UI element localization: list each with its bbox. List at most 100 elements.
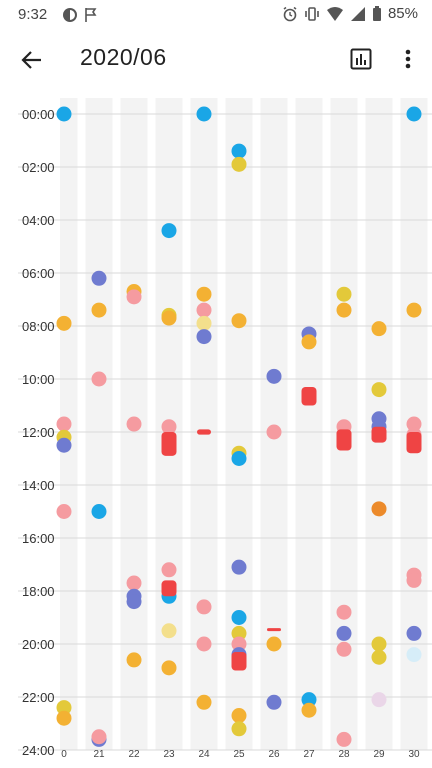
data-point[interactable]: [126, 575, 142, 591]
data-point[interactable]: [266, 368, 282, 384]
data-point[interactable]: [196, 636, 212, 652]
data-point[interactable]: [336, 286, 352, 302]
data-point[interactable]: [336, 302, 352, 318]
data-point[interactable]: [371, 636, 387, 652]
data-point[interactable]: [301, 334, 317, 350]
data-point[interactable]: [126, 594, 142, 610]
data-point[interactable]: [231, 451, 247, 466]
data-bar[interactable]: [406, 432, 422, 454]
data-point[interactable]: [126, 416, 142, 432]
data-point[interactable]: [196, 329, 212, 345]
sleep-timeline-chart[interactable]: 00:00 02:00 04:00 06:00 08:00 10:00 12:00 14:00…: [0, 98, 432, 768]
data-bar[interactable]: [161, 580, 177, 597]
data-point[interactable]: [196, 694, 212, 710]
battery-percent: 85%: [387, 5, 418, 22]
data-point[interactable]: [91, 729, 107, 745]
status-left-icons: [62, 7, 98, 23]
data-point[interactable]: [56, 710, 72, 726]
page-title: 2020/06: [80, 44, 167, 70]
signal-icon: [350, 6, 365, 21]
data-point[interactable]: [196, 599, 212, 615]
x-tick-label: 27: [303, 749, 315, 760]
data-point[interactable]: [406, 106, 422, 122]
data-point[interactable]: [161, 660, 177, 676]
data-point[interactable]: [336, 731, 352, 747]
data-point[interactable]: [406, 572, 422, 588]
data-point[interactable]: [231, 313, 247, 329]
circle-badge-icon: [63, 8, 77, 22]
data-bar[interactable]: [267, 628, 281, 632]
data-point[interactable]: [126, 652, 142, 668]
data-point[interactable]: [91, 302, 107, 318]
status-time: 9:32: [18, 6, 48, 23]
data-point[interactable]: [231, 559, 247, 575]
data-point[interactable]: [56, 700, 72, 716]
data-point[interactable]: [371, 382, 387, 398]
data-bar[interactable]: [231, 651, 247, 671]
data-point[interactable]: [56, 504, 72, 519]
data-point[interactable]: [371, 692, 387, 708]
data-point[interactable]: [161, 310, 177, 326]
data-point[interactable]: [196, 286, 212, 302]
data-point[interactable]: [91, 270, 107, 286]
status-bar: 9:32 85%: [0, 0, 432, 30]
battery-icon: [372, 5, 381, 21]
data-point[interactable]: [301, 692, 317, 708]
flag-icon: [85, 8, 97, 22]
data-point[interactable]: [336, 604, 352, 620]
data-point[interactable]: [266, 424, 282, 440]
data-point[interactable]: [196, 106, 212, 122]
more-options-button[interactable]: [396, 44, 420, 74]
y-tick-label: 22:00: [22, 690, 55, 705]
data-point[interactable]: [56, 437, 72, 453]
data-bar[interactable]: [371, 426, 387, 443]
x-tick-label: 26: [268, 749, 280, 760]
data-point[interactable]: [231, 156, 247, 172]
data-bar[interactable]: [301, 386, 317, 406]
data-point[interactable]: [231, 721, 247, 737]
app-bar: 2020/06: [0, 30, 432, 90]
data-point[interactable]: [196, 315, 212, 331]
status-right-icons: 85%: [282, 5, 418, 22]
data-point[interactable]: [336, 641, 352, 657]
data-point[interactable]: [301, 702, 317, 718]
data-point[interactable]: [56, 416, 72, 432]
data-point[interactable]: [161, 623, 177, 639]
y-tick-label: 08:00: [22, 319, 55, 334]
data-point[interactable]: [56, 106, 72, 122]
data-point[interactable]: [406, 302, 422, 318]
data-bar[interactable]: [336, 429, 352, 451]
stats-button[interactable]: [346, 44, 376, 74]
data-point[interactable]: [406, 625, 422, 641]
data-point[interactable]: [231, 636, 247, 652]
data-point[interactable]: [231, 625, 247, 641]
data-point[interactable]: [161, 419, 177, 435]
y-tick-label: 02:00: [22, 160, 55, 175]
data-point[interactable]: [126, 289, 142, 305]
x-tick-label: 23: [163, 749, 175, 760]
data-point[interactable]: [336, 625, 352, 641]
data-point[interactable]: [371, 649, 387, 665]
x-tick-label: 30: [408, 749, 420, 760]
data-point[interactable]: [231, 610, 247, 625]
data-point[interactable]: [406, 647, 422, 663]
data-point[interactable]: [161, 223, 177, 239]
x-tick-label: 24: [198, 749, 210, 760]
data-point[interactable]: [91, 371, 107, 387]
alarm-icon: [283, 6, 297, 21]
data-point[interactable]: [161, 562, 177, 578]
data-bar[interactable]: [197, 429, 211, 435]
data-point[interactable]: [266, 694, 282, 710]
data-point[interactable]: [91, 504, 107, 519]
data-point[interactable]: [266, 636, 282, 652]
data-point[interactable]: [406, 416, 422, 432]
back-button[interactable]: [16, 44, 48, 76]
data-point[interactable]: [56, 315, 72, 331]
data-point[interactable]: [231, 143, 247, 159]
data-point[interactable]: [371, 501, 387, 517]
data-bar[interactable]: [161, 432, 177, 456]
data-point[interactable]: [231, 708, 247, 724]
data-point[interactable]: [196, 302, 212, 318]
x-tick-label: 29: [373, 749, 385, 760]
data-point[interactable]: [371, 321, 387, 337]
